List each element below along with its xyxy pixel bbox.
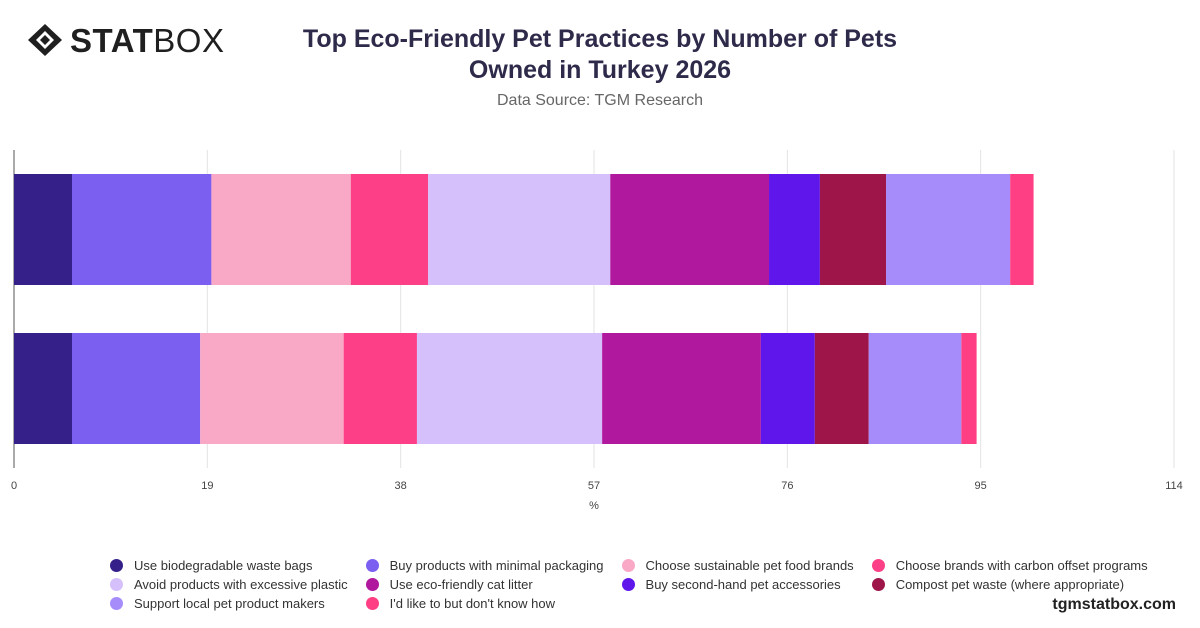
bar-segment — [819, 174, 887, 285]
legend-label: Choose sustainable pet food brands — [645, 558, 854, 573]
legend-swatch — [365, 559, 379, 572]
legend-label: Support local pet product makers — [134, 596, 325, 611]
bar-segment — [211, 174, 351, 285]
legend-label: Buy products with minimal packaging — [389, 558, 604, 573]
bar-segment — [72, 333, 201, 444]
legend-item[interactable]: Support local pet product makers — [110, 596, 348, 611]
legend-label: Avoid products with excessive plastic — [134, 577, 348, 592]
x-tick-label: 114 — [1165, 480, 1183, 492]
bar-segment — [350, 174, 429, 285]
bar-segment — [610, 174, 770, 285]
logo-diamond-icon — [28, 24, 62, 56]
chart-title: Top Eco-Friendly Pet Practices by Number… — [250, 24, 950, 86]
legend-swatch — [871, 578, 885, 591]
bar-segment — [961, 333, 977, 444]
chart-title-line-1: Top Eco-Friendly Pet Practices by Number… — [302, 25, 898, 53]
bar-segment — [814, 333, 869, 444]
legend-label: Choose brands with carbon offset program… — [895, 558, 1148, 573]
legend-item[interactable]: Avoid products with excessive plastic — [110, 577, 348, 592]
bar-segment — [72, 174, 212, 285]
legend-item[interactable]: I'd like to but don't know how — [365, 596, 604, 611]
legend-swatch — [110, 578, 123, 591]
bar-segment — [602, 333, 761, 444]
chart-title-line-2: Owned in Turkey 2026 — [468, 56, 732, 84]
legend-label: Compost pet waste (where appropriate) — [895, 577, 1125, 592]
x-tick-label: 95 — [975, 480, 987, 492]
legend-label: I'd like to but don't know how — [389, 596, 556, 611]
x-tick-label: 19 — [201, 480, 213, 492]
bar-segment — [886, 174, 1011, 285]
logo-text: STATBOX — [70, 24, 224, 57]
bar-segment — [343, 333, 417, 444]
bar-segment — [428, 174, 611, 285]
legend-item[interactable]: Buy second-hand pet accessories — [621, 577, 854, 592]
legend-item[interactable]: Choose brands with carbon offset program… — [871, 558, 1148, 573]
legend-swatch — [871, 559, 885, 572]
legend-swatch — [365, 597, 379, 610]
legend-label: Use eco-friendly cat litter — [389, 577, 533, 592]
x-tick-label: 76 — [781, 480, 793, 492]
legend-item[interactable]: Use biodegradable waste bags — [110, 558, 348, 573]
bar-segment — [760, 333, 815, 444]
chart-legend: Use biodegradable waste bags Buy products… — [110, 558, 1148, 611]
legend-label: Use biodegradable waste bags — [134, 558, 313, 573]
bar-segment — [1010, 174, 1034, 285]
legend-item[interactable]: Use eco-friendly cat litter — [365, 577, 604, 592]
bar-segment — [868, 333, 962, 444]
legend-item[interactable]: Choose sustainable pet food brands — [621, 558, 854, 573]
stacked-bar-chart: 0 19 38 57 76 95 114% — [11, 150, 1183, 512]
x-axis-title: % — [589, 500, 599, 512]
bar-segment — [769, 174, 820, 285]
legend-swatch — [621, 578, 635, 591]
x-tick-label: 57 — [588, 480, 600, 492]
legend-label: Buy second-hand pet accessories — [645, 577, 841, 592]
legend-item[interactable]: Buy products with minimal packaging — [365, 558, 604, 573]
x-tick-label: 38 — [395, 480, 407, 492]
statbox-logo: STATBOX — [26, 22, 224, 58]
x-tick-label: 0 — [11, 480, 17, 492]
legend-swatch — [621, 559, 635, 572]
legend-swatch — [110, 559, 123, 572]
bar-segment — [200, 333, 344, 444]
logo-text-thin: BOX — [153, 21, 225, 59]
legend-swatch — [110, 597, 123, 610]
footer-site-label: tgmstatbox.com — [1052, 596, 1176, 613]
legend-swatch — [365, 578, 379, 591]
chart-subtitle: Data Source: TGM Research — [496, 92, 703, 109]
legend-item[interactable]: Compost pet waste (where appropriate) — [871, 577, 1148, 592]
logo-text-bold: STAT — [70, 21, 154, 59]
bar-segment — [416, 333, 603, 444]
bar-segment — [14, 174, 72, 285]
bar-segment — [14, 333, 72, 444]
